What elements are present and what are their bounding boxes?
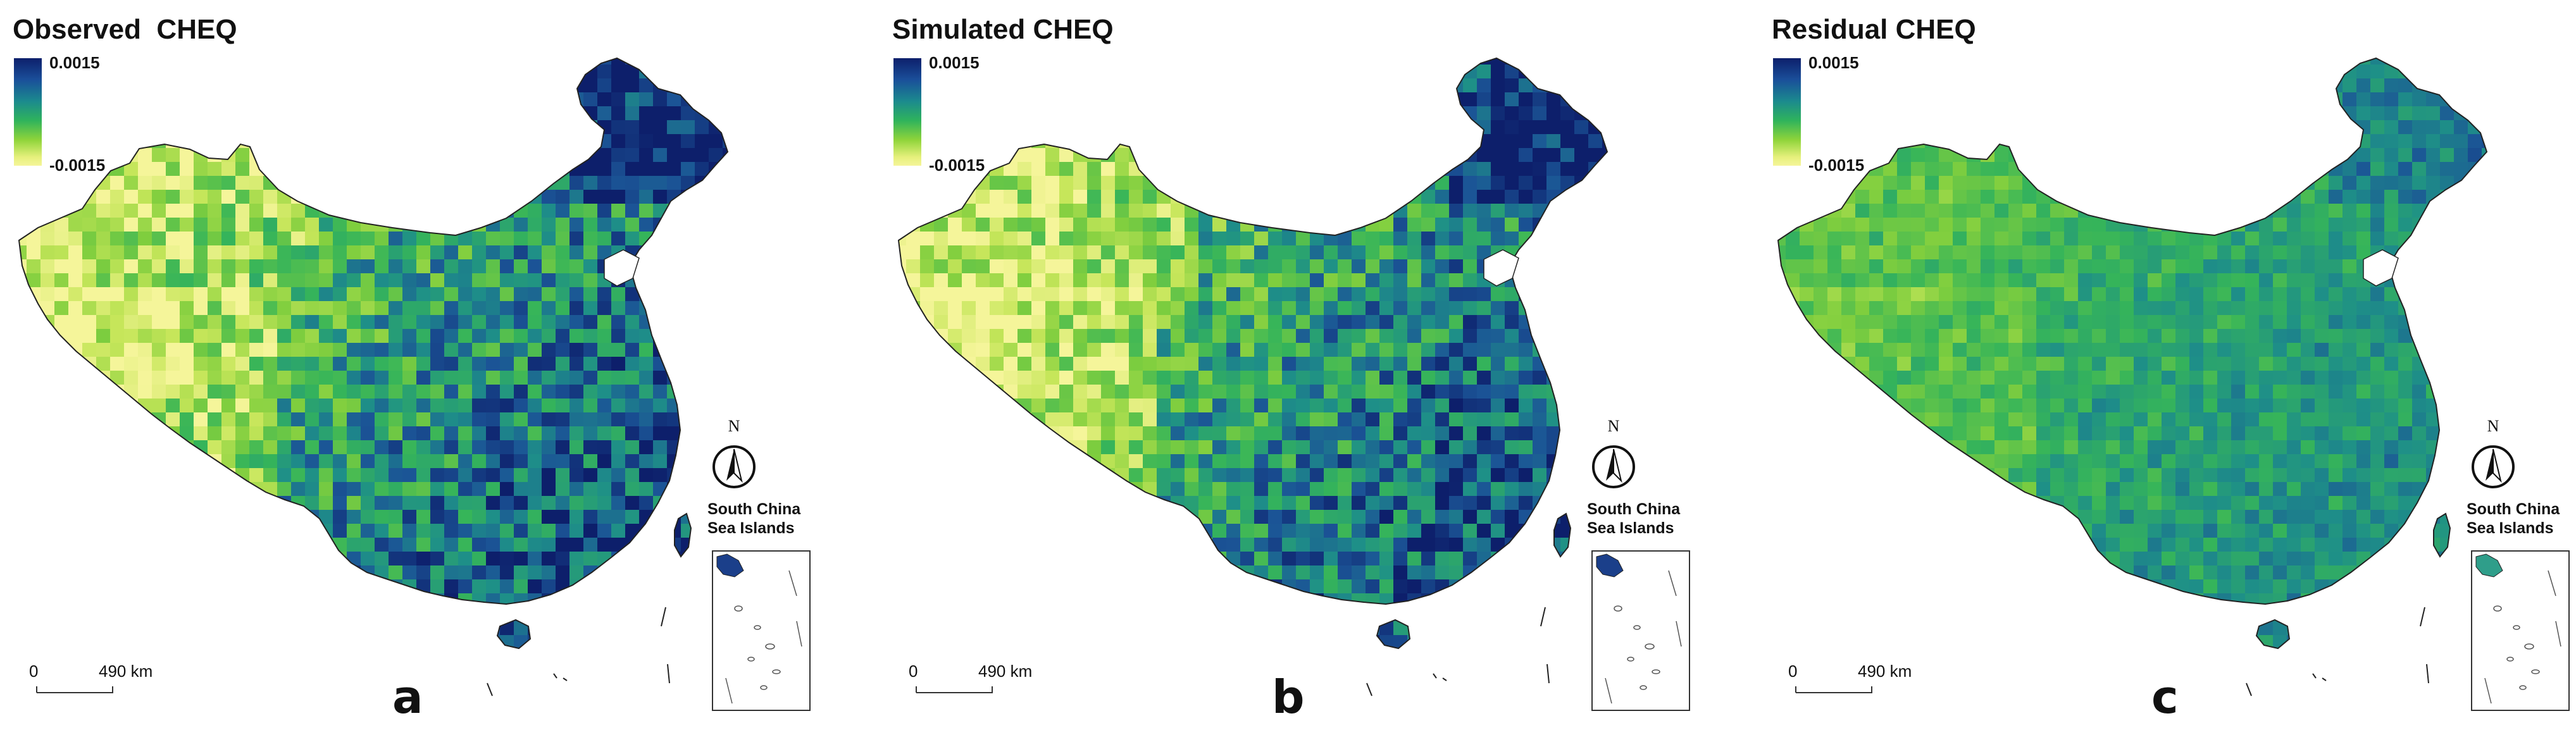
choropleth-fill <box>1778 58 2487 648</box>
china-map <box>897 57 1608 696</box>
country-boundary <box>18 57 729 605</box>
scale-zero-label: 0 <box>1788 662 1798 681</box>
color-legend-bar <box>14 58 42 166</box>
inset-land-fragment <box>716 553 744 578</box>
inset-land-fragment <box>2475 553 2503 578</box>
scale-bar <box>36 686 113 693</box>
nine-dash-line-segment <box>2246 683 2252 696</box>
nine-dash-line-segment <box>487 683 493 696</box>
scale-bar <box>1795 686 1872 693</box>
nine-dash-line-segment <box>1546 664 1550 684</box>
legend-max-label: 0.0015 <box>1808 53 1859 72</box>
nine-dash-line-segment <box>667 664 670 684</box>
scale-distance-label: 490 km <box>978 662 1033 681</box>
map-panel-a: Observed CHEQ 0.0015 -0.0015 N South Chi… <box>0 0 859 754</box>
scale-distance-label: 490 km <box>1858 662 1912 681</box>
south-china-sea-inset <box>1591 550 1690 711</box>
bohai-sea <box>1483 249 1519 287</box>
scale-zero-label: 0 <box>29 662 39 681</box>
island-boundary <box>1376 619 1411 650</box>
legend-min-label: -0.0015 <box>49 156 106 175</box>
legend-max-label: 0.0015 <box>929 53 980 72</box>
scale-zero-label: 0 <box>909 662 918 681</box>
panel-title: Observed CHEQ <box>13 14 237 45</box>
color-legend-bar <box>1773 58 1801 166</box>
map-panel-b: Simulated CHEQ 0.0015 -0.0015 N South Ch… <box>880 0 1738 754</box>
south-china-sea-inset <box>2471 550 2570 711</box>
nine-dash-line-segment <box>1366 683 1372 696</box>
panel-letter: b <box>1272 671 1305 724</box>
nine-dash-line-segment <box>2312 673 2317 679</box>
inset-land-fragment <box>1596 553 1624 578</box>
island-boundary <box>2433 512 2451 558</box>
nine-dash-line-segment <box>2322 677 2327 681</box>
nine-dash-line-segment <box>2426 664 2429 684</box>
inset-label: South China Sea Islands <box>1587 500 1681 537</box>
island-boundary <box>674 512 692 558</box>
north-label: N <box>1608 417 1620 435</box>
island-boundary <box>1553 512 1572 558</box>
panel-title: Residual CHEQ <box>1772 14 1976 45</box>
north-label: N <box>728 417 740 435</box>
north-arrow-icon: N <box>1592 417 1635 488</box>
panel-title: Simulated CHEQ <box>892 14 1114 45</box>
legend-min-label: -0.0015 <box>929 156 985 175</box>
inset-label: South China Sea Islands <box>707 500 801 537</box>
nine-dash-line-segment <box>563 677 568 681</box>
nine-dash-line-segment <box>2420 607 2425 627</box>
north-arrow-icon: N <box>712 417 756 488</box>
color-legend-bar <box>893 58 921 166</box>
island-boundary <box>2255 619 2291 650</box>
map-panel-c: Residual CHEQ 0.0015 -0.0015 N South Chi… <box>1759 0 2576 754</box>
country-boundary <box>897 57 1608 605</box>
legend-min-label: -0.0015 <box>1808 156 1865 175</box>
country-boundary <box>1777 57 2488 605</box>
nine-dash-line-segment <box>1540 607 1546 627</box>
legend-max-label: 0.0015 <box>49 53 100 72</box>
bohai-sea <box>604 249 640 287</box>
south-china-sea-inset <box>712 550 811 711</box>
inset-islands <box>1596 553 1682 704</box>
island-boundary <box>496 619 532 650</box>
nine-dash-line-segment <box>661 607 666 627</box>
north-arrow-icon: N <box>2472 417 2515 488</box>
nine-dash-line-segment <box>1433 673 1437 679</box>
panel-letter: c <box>2151 671 2179 724</box>
china-map <box>1777 57 2488 696</box>
bohai-sea <box>2363 249 2399 287</box>
inset-label: South China Sea Islands <box>2467 500 2560 537</box>
scale-bar <box>916 686 993 693</box>
inset-islands <box>2475 553 2561 704</box>
inset-islands <box>716 553 802 704</box>
panel-letter: a <box>392 671 423 724</box>
scale-distance-label: 490 km <box>99 662 153 681</box>
nine-dash-line-segment <box>1442 677 1447 681</box>
nine-dash-line-segment <box>553 673 557 679</box>
north-label: N <box>2487 417 2499 435</box>
